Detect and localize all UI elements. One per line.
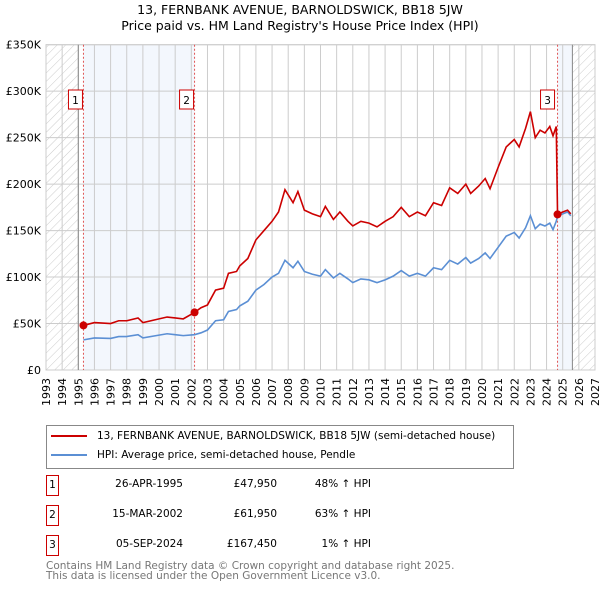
x-tick-label: 2007: [266, 378, 279, 406]
y-tick-label: £100K: [6, 271, 42, 284]
y-tick-label: £50K: [13, 318, 42, 331]
x-tick-label: 1996: [88, 378, 101, 406]
x-tick-label: 2023: [524, 378, 537, 406]
hatched-range: [572, 44, 595, 370]
x-tick-label: 1994: [56, 378, 69, 406]
transaction-number: 2: [46, 505, 59, 526]
x-tick-label: 1998: [121, 378, 134, 406]
chart-title: 13, FERNBANK AVENUE, BARNOLDSWICK, BB18 …: [137, 2, 463, 17]
y-tick-label: £350K: [6, 39, 42, 52]
x-tick-label: 2025: [557, 378, 570, 406]
sale-marker-label: 2: [183, 95, 190, 107]
chart-legend: 13, FERNBANK AVENUE, BARNOLDSWICK, BB18 …: [46, 425, 514, 469]
legend-item-hpi: HPI: Average price, semi-detached house,…: [51, 449, 355, 461]
x-tick-label: 1993: [40, 378, 53, 406]
footer-copyright: Contains HM Land Registry data © Crown c…: [46, 560, 455, 572]
x-tick-label: 2013: [363, 378, 376, 406]
legend-swatch-red: [51, 435, 87, 437]
transaction-date: 26-APR-1995: [115, 478, 183, 490]
transaction-number: 1: [46, 475, 59, 496]
x-tick-label: 2018: [444, 378, 457, 406]
transaction-price: £167,450: [226, 538, 277, 550]
y-tick-label: £200K: [6, 178, 42, 191]
y-tick-label: £0: [27, 364, 41, 377]
sale-point: [553, 210, 562, 219]
transaction-hpi-diff: 63% ↑ HPI: [314, 508, 371, 520]
legend-item-property: 13, FERNBANK AVENUE, BARNOLDSWICK, BB18 …: [51, 430, 495, 442]
shaded-range: [83, 44, 195, 370]
x-tick-label: 1995: [72, 378, 85, 406]
x-tick-label: 2011: [331, 378, 344, 406]
x-tick-label: 1997: [105, 378, 118, 406]
shaded-range: [557, 44, 573, 370]
transaction-price: £61,950: [233, 508, 277, 520]
y-tick-label: £300K: [6, 85, 42, 98]
sale-marker-box: [67, 89, 83, 110]
x-tick-label: 2000: [153, 378, 166, 406]
x-tick-label: 2021: [492, 378, 505, 406]
plot-border: [45, 44, 596, 371]
x-tick-label: 2020: [476, 378, 489, 406]
x-tick-label: 2009: [298, 378, 311, 406]
x-tick-label: 2017: [428, 378, 441, 406]
x-tick-label: 2027: [589, 378, 600, 406]
transaction-row: 2 15-MAR-2002 £61,950 63% ↑ HPI: [46, 505, 446, 526]
x-tick-label: 2002: [185, 378, 198, 406]
x-tick-label: 2022: [508, 378, 521, 406]
transaction-row: 3 05-SEP-2024 £167,450 1% ↑ HPI: [46, 535, 446, 556]
x-tick-label: 2006: [250, 378, 263, 406]
sale-point: [190, 308, 199, 317]
legend-label: 13, FERNBANK AVENUE, BARNOLDSWICK, BB18 …: [97, 430, 496, 442]
x-tick-label: 2003: [201, 378, 214, 406]
hpi-line: [83, 211, 572, 341]
transaction-date: 05-SEP-2024: [115, 538, 183, 550]
x-tick-label: 2015: [395, 378, 408, 406]
price-chart: 1993 1994 1995 1996 1997 1998 1999 2000 2001 2002…: [6, 39, 600, 406]
transaction-hpi-diff: 48% ↑ HPI: [314, 478, 371, 490]
sale-marker-box: [179, 89, 195, 110]
x-tick-label: 2026: [573, 378, 586, 406]
chart-subtitle: Price paid vs. HM Land Registry's House …: [121, 18, 479, 33]
x-tick-label: 2016: [411, 378, 424, 406]
legend-swatch-blue: [51, 454, 87, 456]
legend-label: HPI: Average price, semi-detached house,…: [97, 449, 356, 461]
sale-marker-box: [540, 89, 556, 110]
x-tick-label: 1999: [137, 378, 150, 406]
transaction-number: 3: [46, 535, 59, 556]
footer-licence: This data is licensed under the Open Gov…: [46, 570, 381, 582]
x-tick-label: 2010: [315, 378, 328, 406]
x-tick-label: 2005: [234, 378, 247, 406]
y-tick-label: £150K: [6, 225, 42, 238]
transaction-row: 1 26-APR-1995 £47,950 48% ↑ HPI: [46, 475, 446, 496]
transaction-date: 15-MAR-2002: [112, 508, 183, 520]
x-tick-label: 2014: [379, 378, 392, 406]
sale-marker-label: 1: [72, 95, 79, 107]
transaction-price: £47,950: [233, 478, 277, 490]
x-tick-label: 2012: [347, 378, 360, 406]
x-tick-label: 2019: [460, 378, 473, 406]
transaction-hpi-diff: 1% ↑ HPI: [321, 538, 371, 550]
x-tick-label: 2024: [541, 378, 554, 406]
sale-marker-label: 3: [544, 95, 551, 107]
x-tick-label: 2004: [218, 378, 231, 406]
x-tick-label: 2001: [169, 378, 182, 406]
y-tick-label: £250K: [6, 132, 42, 145]
x-tick-label: 2008: [282, 378, 295, 406]
sale-point: [79, 321, 88, 330]
